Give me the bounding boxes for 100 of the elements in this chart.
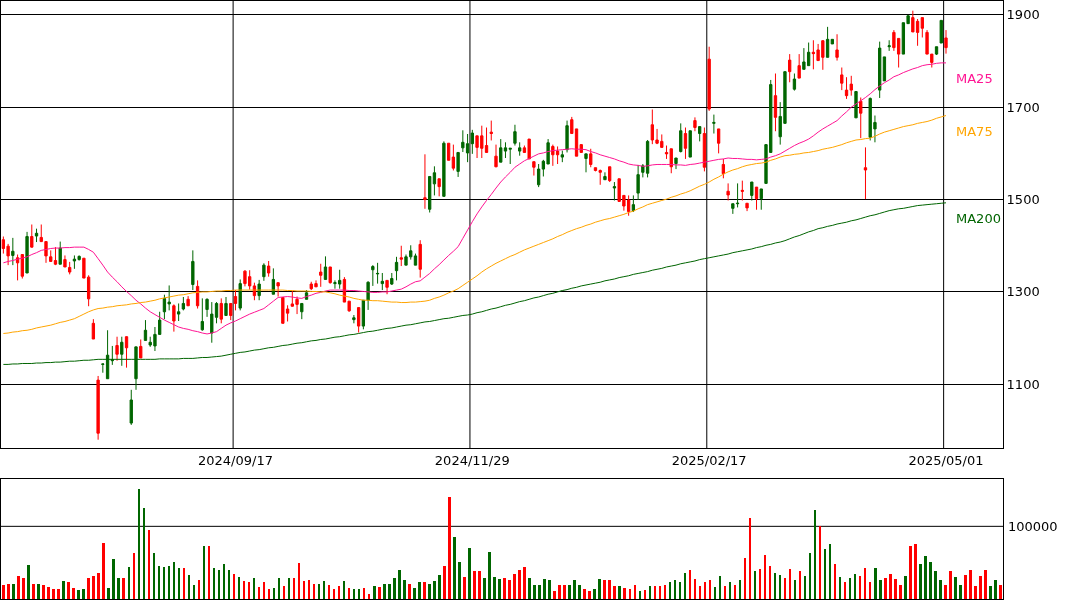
candlestick <box>716 128 721 154</box>
candlestick <box>25 231 29 274</box>
bar <box>37 583 40 599</box>
bar <box>112 559 115 599</box>
line-series <box>2 62 947 335</box>
bar <box>899 584 902 599</box>
bar <box>57 589 60 599</box>
x-tick-label: 2025/05/01 <box>908 452 984 468</box>
bar <box>47 586 50 599</box>
candlestick <box>513 124 517 147</box>
bar <box>563 584 566 599</box>
series-label: MA25 <box>956 71 993 86</box>
candlestick <box>432 165 437 196</box>
bar <box>92 575 95 599</box>
candlestick <box>494 144 498 168</box>
bar <box>894 579 897 599</box>
candlestick <box>380 272 384 291</box>
bar <box>372 585 376 599</box>
bar <box>538 584 541 599</box>
bar <box>954 576 957 599</box>
bar <box>488 551 491 599</box>
candlestick <box>825 26 830 58</box>
bar <box>543 579 546 599</box>
candlestick <box>53 246 58 266</box>
bar <box>503 578 506 599</box>
candlestick <box>139 338 143 359</box>
candlestick <box>608 166 612 183</box>
candlestick <box>390 272 394 286</box>
bar <box>593 589 596 599</box>
candlestick <box>319 263 323 288</box>
candlestick <box>356 307 361 334</box>
bar <box>378 586 381 599</box>
candlestick <box>920 17 924 38</box>
bar <box>443 565 446 599</box>
bar <box>438 574 441 599</box>
candlestick <box>636 164 640 201</box>
candlestick <box>536 163 541 188</box>
candlestick <box>437 178 441 197</box>
bar <box>618 585 621 599</box>
candlestick <box>745 202 749 212</box>
bar <box>483 578 486 599</box>
bar <box>984 570 987 599</box>
bar <box>418 582 421 599</box>
bar <box>588 591 591 599</box>
candlestick <box>210 301 214 344</box>
candlestick <box>300 302 304 320</box>
bar <box>558 584 561 599</box>
bar <box>12 583 15 599</box>
bar <box>122 578 125 599</box>
candlestick <box>750 181 754 201</box>
candlestick <box>702 127 707 172</box>
candlestick <box>371 264 375 287</box>
bar <box>478 571 481 599</box>
bar <box>493 576 496 599</box>
bar <box>513 573 516 599</box>
candlestick <box>172 303 176 333</box>
bar <box>548 580 551 599</box>
candlestick <box>428 175 432 213</box>
bar <box>62 581 65 599</box>
bar <box>919 563 922 599</box>
candlestick <box>518 141 522 157</box>
bar <box>403 580 406 599</box>
series-label: MA75 <box>956 124 993 139</box>
bar <box>518 570 521 599</box>
candlestick <box>124 335 129 369</box>
candlestick <box>844 76 849 100</box>
bar <box>934 571 937 599</box>
candlestick <box>863 146 868 200</box>
bar <box>32 583 35 599</box>
candlestick <box>271 267 276 295</box>
candlestick <box>560 150 564 163</box>
bar <box>979 575 982 599</box>
candlestick <box>830 38 834 45</box>
candlestick <box>698 126 702 142</box>
bar <box>994 580 997 599</box>
bar <box>904 575 907 599</box>
candlestick <box>385 279 389 295</box>
candlestick <box>456 151 460 178</box>
candlestick <box>603 171 607 181</box>
bar <box>939 580 942 599</box>
candlestick <box>489 120 493 141</box>
bar <box>914 543 917 599</box>
candlestick <box>375 262 380 285</box>
candlestick <box>626 194 631 217</box>
y-tick-label: 1300 <box>1006 284 1040 300</box>
bar <box>463 576 466 599</box>
candlestick <box>532 161 536 177</box>
bar <box>77 590 80 599</box>
bar <box>468 548 471 599</box>
candlestick <box>96 375 100 441</box>
bar <box>393 578 396 599</box>
candlestick <box>243 269 247 287</box>
bar <box>949 571 952 599</box>
candlestick <box>944 29 948 55</box>
bar <box>17 575 20 599</box>
candlestick <box>143 319 148 341</box>
bar <box>909 546 912 599</box>
bar <box>498 579 501 599</box>
candlestick <box>802 47 806 70</box>
candlestick <box>394 256 399 281</box>
